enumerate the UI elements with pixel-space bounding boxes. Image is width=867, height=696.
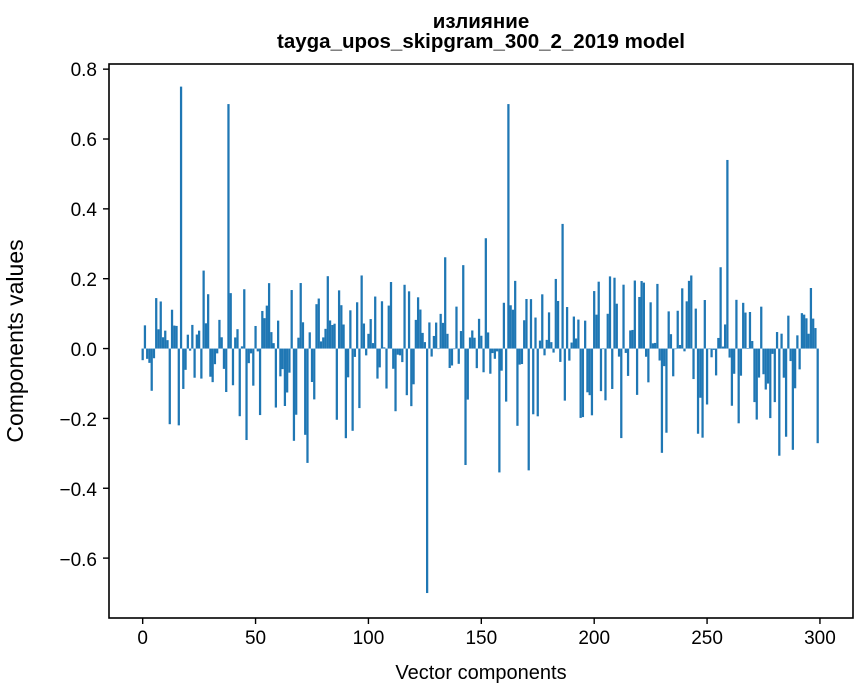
svg-text:150: 150 <box>465 628 497 649</box>
svg-text:300: 300 <box>804 628 836 649</box>
svg-text:250: 250 <box>691 628 723 649</box>
svg-text:0.0: 0.0 <box>71 340 97 361</box>
svg-text:100: 100 <box>353 628 385 649</box>
svg-text:0.6: 0.6 <box>71 130 97 151</box>
svg-text:0.4: 0.4 <box>71 200 98 221</box>
svg-text:0.8: 0.8 <box>71 60 97 81</box>
svg-text:−0.6: −0.6 <box>59 550 97 571</box>
svg-text:−0.2: −0.2 <box>59 410 97 431</box>
svg-text:−0.4: −0.4 <box>59 480 97 501</box>
svg-text:50: 50 <box>245 628 266 649</box>
svg-text:200: 200 <box>578 628 610 649</box>
svg-text:0: 0 <box>137 628 148 649</box>
svg-text:0.2: 0.2 <box>71 270 97 291</box>
